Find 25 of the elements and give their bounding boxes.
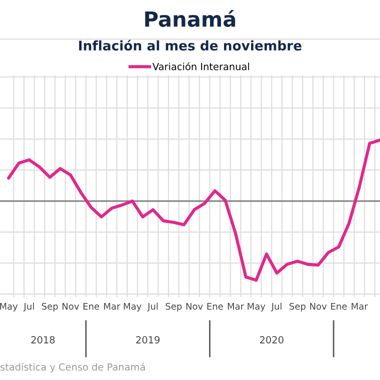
text: 2020 — [260, 336, 284, 344]
x-tick-label: Nov — [310, 302, 327, 310]
x-tick-label: Sep — [42, 302, 58, 312]
text: 2018 — [31, 336, 55, 344]
chart-title: Panamá — [145, 10, 236, 27]
x-tick-label: Ene — [207, 302, 223, 310]
text: 2019 — [136, 336, 160, 344]
x-tick-label: Mar — [352, 302, 368, 310]
x-tick-label: Sep — [166, 302, 182, 312]
x-tick-label: Nov — [62, 302, 80, 310]
x-tick-label: Ene — [331, 302, 347, 310]
x-tick-label: Nov — [186, 302, 203, 310]
chart-subtitle: Inflación al mes de noviembre — [79, 40, 302, 51]
x-tick-label: Jul — [23, 302, 34, 312]
x-tick-label: Mar — [228, 302, 244, 310]
x-tick-label: May — [124, 302, 142, 312]
x-tick-label: May — [248, 302, 266, 312]
x-tick-label: Sep — [290, 302, 306, 312]
x-tick-label: May — [0, 302, 18, 312]
x-tick-label: Mar — [104, 302, 120, 310]
x-tick-label: Jul — [147, 302, 158, 312]
x-tick-label: Jul — [270, 302, 282, 312]
x-tick-label: Ene — [84, 302, 100, 310]
legend-label: Variación Interanual — [152, 62, 250, 70]
text: stadística y Censo de Panamá — [0, 362, 145, 373]
